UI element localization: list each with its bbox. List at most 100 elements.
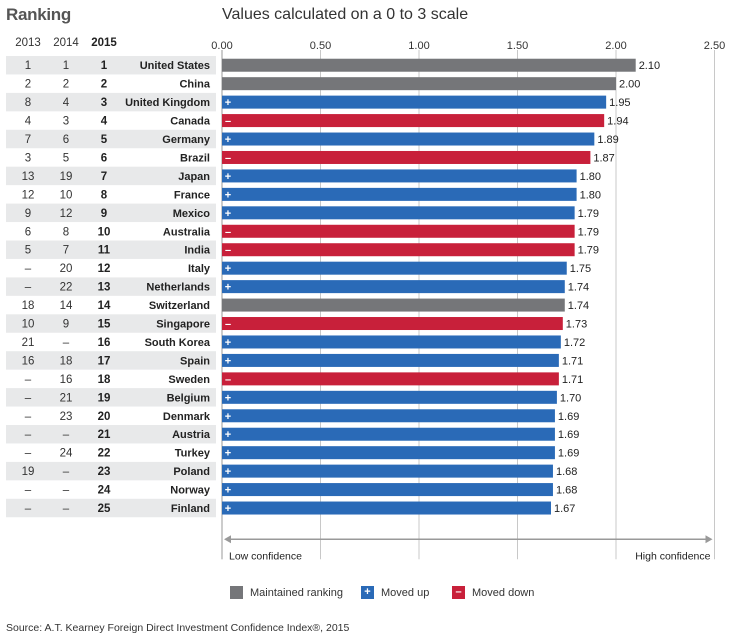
rank-2013: 12 (22, 189, 35, 201)
value-label: 1.69 (558, 448, 579, 460)
rank-2015: 25 (98, 503, 111, 515)
plus-icon: + (361, 586, 374, 599)
bar-up (222, 95, 607, 109)
plus-icon: + (225, 337, 231, 349)
rank-2015: 15 (98, 319, 111, 331)
country-label: Brazil (180, 152, 210, 164)
bar-up (222, 483, 553, 497)
bar-up (222, 132, 595, 146)
rank-2015: 10 (98, 226, 111, 238)
bar-up (222, 335, 561, 349)
rank-2015: 22 (98, 448, 111, 460)
rank-2013: 1 (25, 60, 31, 72)
country-label: United States (140, 60, 210, 72)
rank-2015: 1 (101, 60, 108, 72)
x-tick-label: 1.50 (507, 40, 528, 52)
x-tick-label: 2.00 (605, 40, 626, 52)
legend-maintained-label: Maintained ranking (250, 586, 343, 599)
value-label: 1.95 (609, 97, 630, 109)
rank-2013: 5 (25, 245, 31, 257)
rank-2014: – (63, 337, 70, 349)
rank-2013: – (25, 374, 32, 386)
rank-2013: – (25, 392, 32, 404)
value-label: 1.73 (566, 319, 587, 331)
rank-2013: 10 (22, 319, 35, 331)
bar-maintained (222, 77, 616, 91)
country-label: United Kingdom (125, 97, 210, 109)
rank-2015: 14 (98, 300, 111, 312)
country-label: Norway (170, 485, 211, 497)
value-label: 1.71 (562, 374, 583, 386)
country-label: Netherlands (146, 282, 210, 294)
minus-icon: – (225, 226, 231, 238)
plus-icon: + (225, 411, 231, 423)
country-label: Denmark (163, 411, 211, 423)
rank-2015: 4 (101, 116, 108, 128)
value-label: 1.70 (560, 392, 581, 404)
row-stripe (6, 129, 216, 149)
rank-2014: 18 (60, 355, 73, 367)
row-stripe (6, 277, 216, 296)
source-note: Source: A.T. Kearney Foreign Direct Inve… (6, 622, 350, 634)
legend-up: + Moved up (361, 586, 429, 599)
country-label: Switzerland (149, 300, 210, 312)
bar-up (222, 206, 575, 220)
bar-maintained (222, 58, 636, 72)
row-stripe (6, 56, 216, 75)
country-label: Belgium (167, 392, 211, 404)
rank-2013: – (25, 503, 32, 515)
col-header-2013: 2013 (15, 37, 41, 49)
rank-2014: – (63, 503, 70, 515)
bar-up (222, 261, 567, 275)
rank-2014: 1 (63, 60, 69, 72)
bar-maintained (222, 298, 565, 312)
country-label: Finland (171, 503, 210, 515)
rank-2014: 4 (63, 97, 70, 109)
rank-2015: 21 (98, 429, 111, 441)
rank-2013: – (25, 411, 32, 423)
value-label: 1.87 (593, 152, 614, 164)
rank-2013: – (25, 429, 32, 441)
row-stripe (6, 461, 216, 481)
col-header-2014: 2014 (53, 37, 79, 49)
bar-up (222, 169, 577, 183)
x-tick-label: 2.50 (704, 40, 725, 52)
country-label: Italy (188, 263, 211, 275)
country-label: Japan (178, 171, 210, 183)
legend-down: – Moved down (452, 586, 534, 599)
chart-title: Values calculated on a 0 to 3 scale (222, 6, 469, 23)
value-label: 2.00 (619, 79, 640, 91)
rank-2013: – (25, 448, 32, 460)
rank-2014: 23 (60, 411, 73, 423)
bar-down (222, 317, 563, 331)
value-label: 1.79 (578, 226, 599, 238)
rank-2013: 9 (25, 208, 31, 220)
value-label: 1.75 (570, 263, 591, 275)
row-stripe (6, 388, 216, 407)
rank-2013: – (25, 485, 32, 497)
col-header-2015: 2015 (91, 37, 117, 49)
rank-2014: – (63, 466, 70, 478)
rank-2015: 3 (101, 97, 107, 109)
value-label: 1.80 (580, 189, 601, 201)
rank-2013: – (25, 263, 32, 275)
country-label: France (174, 189, 210, 201)
row-stripe (6, 240, 216, 259)
country-label: Turkey (175, 448, 211, 460)
rank-2015: 12 (98, 263, 111, 275)
rank-2013: 4 (25, 116, 32, 128)
rank-2014: 24 (60, 448, 73, 460)
row-stripe (6, 351, 216, 370)
value-label: 1.79 (578, 245, 599, 257)
country-label: Singapore (156, 319, 210, 331)
rank-2013: 6 (25, 226, 31, 238)
plus-icon: + (225, 448, 231, 460)
value-label: 1.94 (607, 116, 628, 128)
rank-2015: 2 (101, 79, 107, 91)
legend-maintained: Maintained ranking (230, 586, 343, 599)
bar-up (222, 409, 555, 423)
rank-2014: 3 (63, 116, 69, 128)
rank-2014: – (63, 485, 70, 497)
country-label: Sweden (168, 374, 210, 386)
value-label: 1.80 (580, 171, 601, 183)
